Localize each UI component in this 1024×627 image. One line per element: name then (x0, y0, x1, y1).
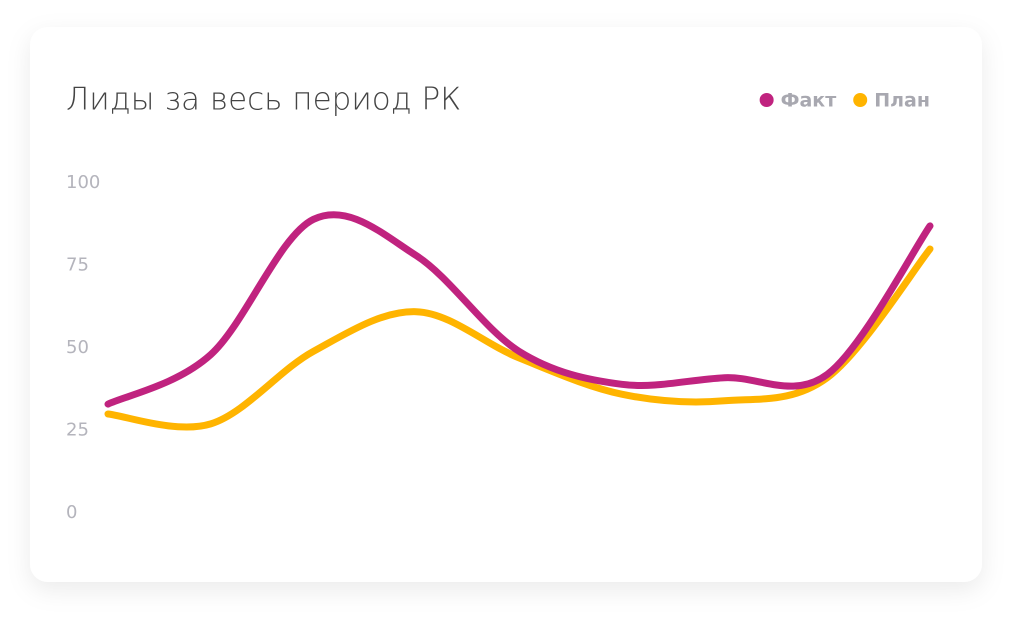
y-tick-label: 25 (66, 420, 89, 441)
legend-label: Факт (781, 90, 837, 112)
line (104, 211, 934, 408)
legend-dot (853, 93, 868, 107)
legend-label: План (874, 90, 930, 112)
y-tick-label: 100 (66, 172, 100, 193)
card (30, 27, 982, 582)
legend-dot (759, 93, 774, 107)
y-tick-label: 50 (66, 337, 89, 358)
y-tick-label: 0 (66, 502, 77, 523)
chart-title: Лиды за весь период РК (66, 82, 461, 118)
y-tick-label: 75 (66, 255, 89, 276)
line (104, 245, 934, 431)
